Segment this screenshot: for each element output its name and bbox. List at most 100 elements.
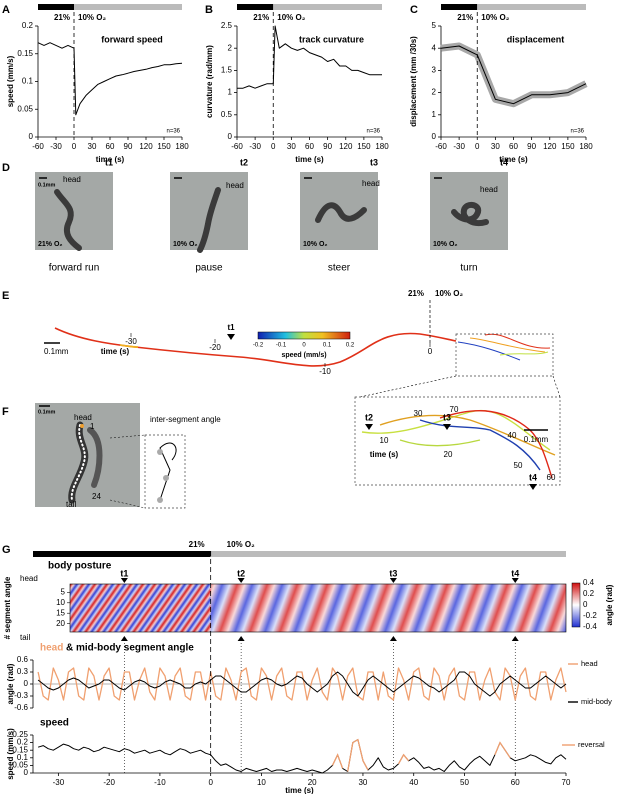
y-axis-title: speed (mm/s) bbox=[6, 728, 15, 780]
worm bbox=[54, 189, 82, 251]
colorbar bbox=[257, 331, 351, 340]
x-tick-label: 30 bbox=[88, 142, 97, 151]
x-tick-label: 120 bbox=[139, 142, 153, 151]
inset-marker-label: t2 bbox=[365, 412, 373, 422]
oxygen-bar-high bbox=[38, 4, 74, 10]
y-tick-label: 3 bbox=[432, 66, 437, 75]
y-tick-label: 0.6 bbox=[17, 655, 29, 664]
x-tick-label: -10 bbox=[154, 778, 166, 787]
oxygen-label: 10% O₂ bbox=[303, 241, 328, 248]
marker-label: t3 bbox=[389, 568, 397, 578]
marker-triangle bbox=[120, 578, 128, 583]
legend-label: reversal bbox=[578, 740, 605, 749]
frame-time: t3 bbox=[370, 157, 378, 167]
head-label: head bbox=[362, 179, 380, 188]
head-label: head bbox=[226, 181, 244, 190]
sample-size: n=36 bbox=[366, 129, 380, 135]
x-tick-label: 120 bbox=[339, 142, 353, 151]
marker-label: t2 bbox=[237, 568, 245, 578]
row-tick-label: 15 bbox=[56, 608, 65, 617]
row-end-label: head bbox=[20, 574, 38, 583]
legend-label: head bbox=[581, 659, 598, 668]
inset-time-label: 40 bbox=[508, 431, 517, 440]
worm-image bbox=[35, 172, 113, 250]
row-end-label: tail bbox=[20, 633, 30, 642]
worm bbox=[197, 187, 221, 253]
segment-point bbox=[157, 449, 163, 455]
oxygen-low-label: 10% O₂ bbox=[78, 13, 106, 22]
frame-caption: turn bbox=[460, 263, 477, 274]
data-line bbox=[237, 25, 382, 89]
x-tick-label: 10 bbox=[257, 778, 266, 787]
frame-caption: steer bbox=[328, 263, 351, 274]
heatmap-before bbox=[70, 584, 211, 632]
scale-label: 0.1mm bbox=[38, 182, 56, 188]
error-band bbox=[440, 42, 588, 108]
oxygen-low-label: 10% O₂ bbox=[435, 289, 463, 298]
panel-letter: G bbox=[2, 544, 11, 556]
x-tick-label: 0 bbox=[72, 142, 77, 151]
chart-title: forward speed bbox=[101, 34, 163, 44]
oxygen-bar-low bbox=[477, 4, 586, 10]
x-tick-label: 50 bbox=[460, 778, 469, 787]
y-tick-label: 0.15 bbox=[12, 745, 28, 754]
y-tick-label: 0.5 bbox=[221, 110, 233, 119]
head-label: head bbox=[74, 413, 92, 422]
angle-sketch bbox=[159, 442, 177, 501]
colorbar-tick-label: 0.4 bbox=[583, 578, 595, 587]
oxygen-bar-high bbox=[33, 551, 211, 557]
time-title: time (s) bbox=[101, 347, 130, 356]
y-tick-label: 0.05 bbox=[17, 104, 33, 113]
chart-title: speed bbox=[40, 718, 69, 729]
data-line bbox=[37, 739, 567, 774]
track-inset-preview bbox=[499, 351, 549, 356]
worm bbox=[87, 427, 103, 488]
marker-triangle bbox=[511, 636, 519, 641]
scale-label: 0.1mm bbox=[524, 435, 549, 444]
panel-letter: A bbox=[2, 4, 10, 16]
zoom-title: inter-segment angle bbox=[150, 415, 221, 424]
x-tick-label: -60 bbox=[231, 142, 243, 151]
colorbar-tick-label: 0.2 bbox=[583, 589, 595, 598]
y-tick-label: 1 bbox=[432, 110, 437, 119]
zoom-connector bbox=[109, 499, 146, 509]
data-line bbox=[37, 667, 567, 701]
y-axis-title: curvature (rad/mm) bbox=[205, 45, 214, 118]
y-tick-label: -0.6 bbox=[14, 703, 28, 712]
zoom-connector bbox=[109, 434, 146, 439]
colorbar-title: speed (mm/s) bbox=[281, 352, 326, 359]
oxygen-high-label: 21% bbox=[54, 13, 70, 22]
panel-letter: E bbox=[2, 290, 9, 302]
chart-title: displacement bbox=[507, 34, 565, 44]
y-tick-label: 0 bbox=[228, 132, 233, 141]
scale-label: 0.1mm bbox=[44, 347, 69, 356]
marker-triangle bbox=[389, 636, 397, 641]
data-line bbox=[440, 45, 587, 105]
y-tick-label: 0 bbox=[24, 768, 29, 777]
inset-time-label: 50 bbox=[514, 461, 523, 470]
y-tick-label: 4 bbox=[432, 43, 437, 52]
marker-triangle bbox=[237, 636, 245, 641]
oxygen-label: 10% O₂ bbox=[433, 241, 458, 248]
oxygen-bar-high bbox=[441, 4, 478, 10]
x-axis-title: time (s) bbox=[96, 155, 125, 164]
x-tick-label: 90 bbox=[323, 142, 332, 151]
y-tick-label: 1 bbox=[228, 88, 233, 97]
x-tick-label: 150 bbox=[357, 142, 371, 151]
reversal-line bbox=[397, 753, 410, 765]
worm bbox=[315, 202, 367, 223]
marker-triangle bbox=[237, 578, 245, 583]
inset-time-label: 30 bbox=[414, 409, 423, 418]
marker-label: t4 bbox=[511, 568, 519, 578]
segment-dots bbox=[70, 424, 86, 501]
oxygen-high-label: 21% bbox=[189, 540, 205, 549]
y-axis-title: speed (mm/s) bbox=[6, 55, 15, 107]
x-axis-title: time (s) bbox=[285, 786, 314, 794]
x-tick-label: -60 bbox=[32, 142, 44, 151]
segment-point bbox=[163, 475, 169, 481]
colorbar bbox=[571, 582, 581, 628]
x-tick-label: 120 bbox=[543, 142, 557, 151]
segment-point bbox=[157, 497, 163, 503]
oxygen-bar-high bbox=[237, 4, 274, 10]
